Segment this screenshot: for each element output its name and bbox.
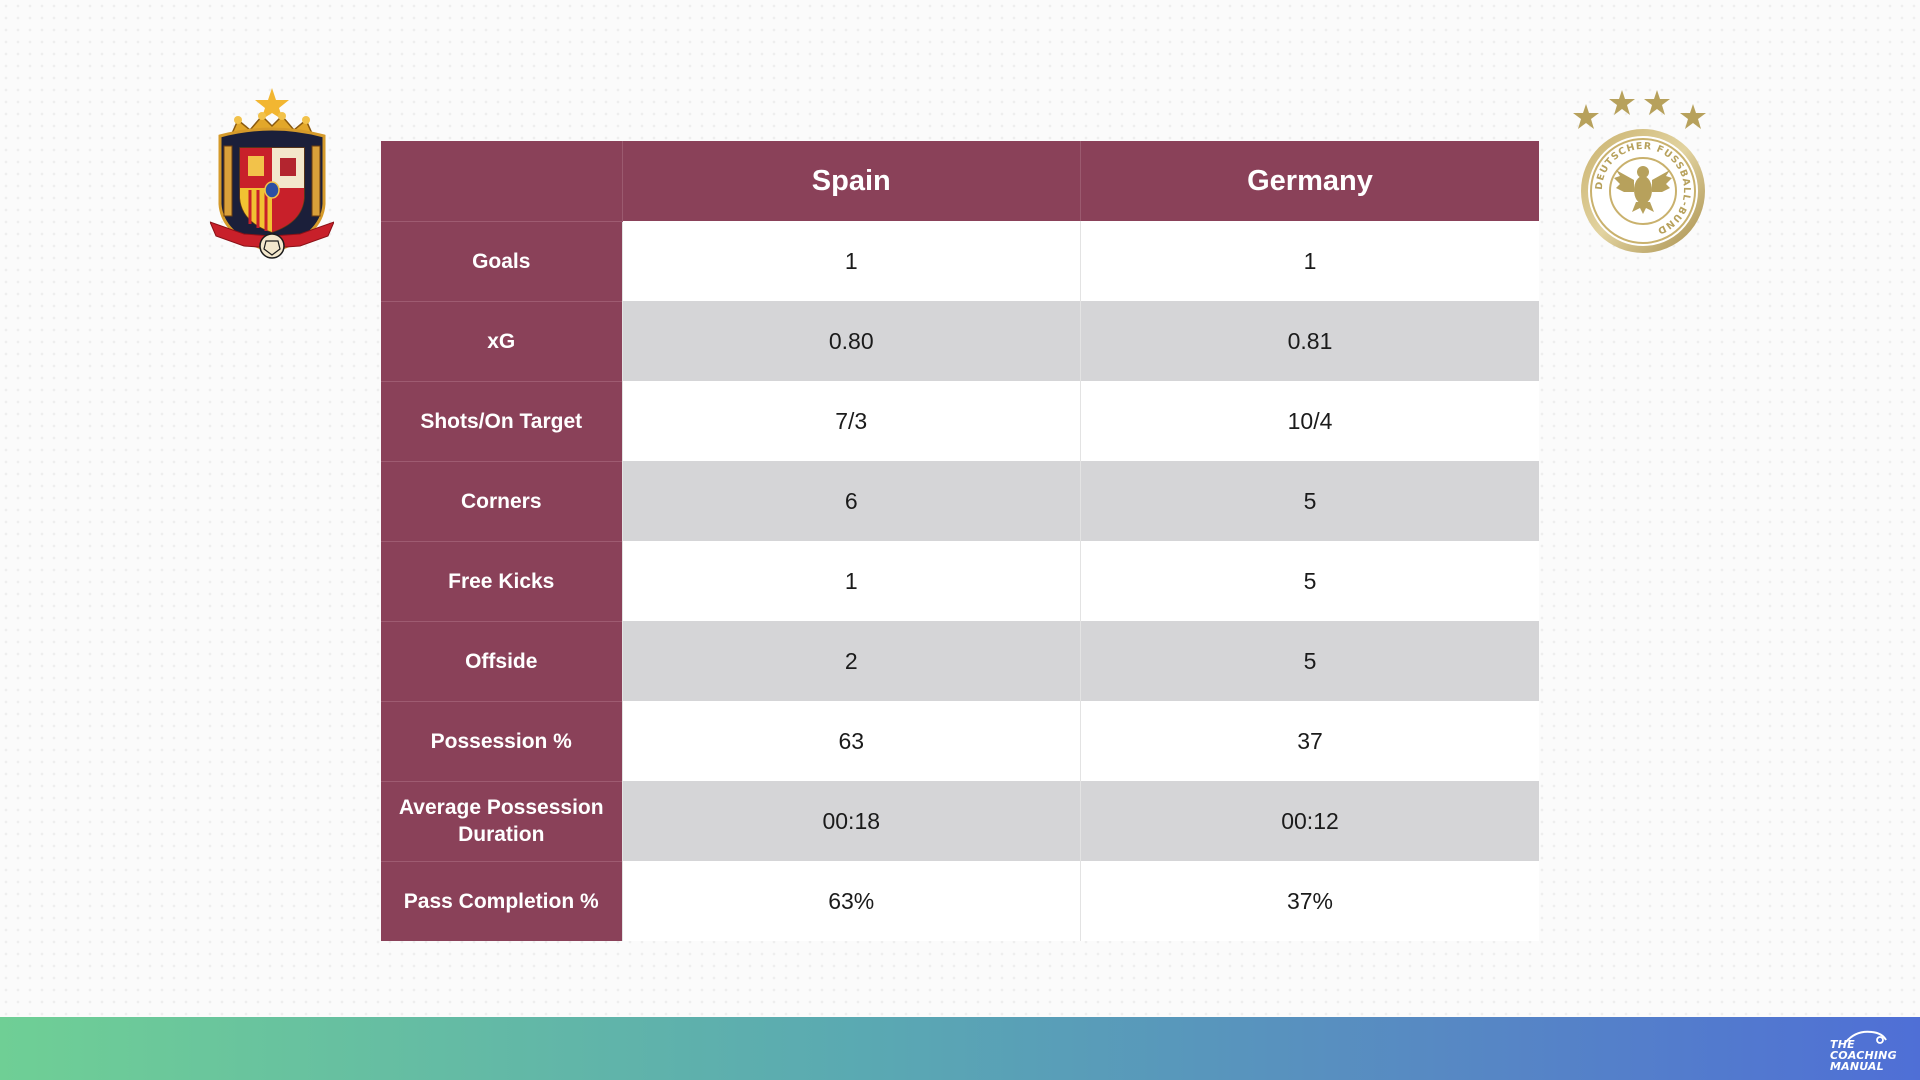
stat-value-germany: 00:12	[1080, 781, 1539, 861]
table-header-row: Spain Germany	[381, 141, 1539, 221]
table-row: Free Kicks 1 5	[381, 540, 1539, 621]
stat-label: Offside	[381, 620, 622, 701]
stat-value-spain: 7/3	[621, 381, 1081, 461]
stat-value-spain: 63	[621, 701, 1081, 781]
brand-text: THE COACHING MANUAL	[1830, 1038, 1897, 1073]
stat-value-spain: 1	[621, 541, 1081, 621]
table-row: xG 0.80 0.81	[381, 300, 1539, 381]
stat-value-spain: 00:18	[621, 781, 1081, 861]
table-row: Corners 6 5	[381, 460, 1539, 541]
stat-value-spain: 2	[621, 621, 1081, 701]
stat-label: Free Kicks	[381, 540, 622, 621]
stat-label: Pass Completion %	[381, 860, 622, 941]
stat-value-spain: 6	[621, 461, 1081, 541]
stat-value-spain: 0.80	[621, 301, 1081, 381]
stat-value-germany: 5	[1080, 541, 1539, 621]
coaching-manual-logo: THE COACHING MANUAL	[1830, 1030, 1910, 1074]
stat-label: Goals	[381, 220, 622, 301]
header-team-spain: Spain	[621, 141, 1081, 221]
stat-value-germany: 1	[1080, 221, 1539, 301]
table-row: Shots/On Target 7/3 10/4	[381, 380, 1539, 461]
stat-label: Corners	[381, 460, 622, 541]
match-stats-table: Spain Germany Goals 1 1 xG 0.80 0.81 Sho…	[381, 141, 1539, 941]
table-row: Goals 1 1	[381, 220, 1539, 301]
stat-value-germany: 10/4	[1080, 381, 1539, 461]
table-row: Pass Completion % 63% 37%	[381, 860, 1539, 941]
german-football-association-crest-icon: DEUTSCHER FUSSBALL-BUND	[1572, 84, 1714, 260]
table-row: Average Possession Duration 00:18 00:12	[381, 780, 1539, 861]
stat-value-germany: 5	[1080, 461, 1539, 541]
stat-value-germany: 0.81	[1080, 301, 1539, 381]
stat-label: Average Possession Duration	[381, 780, 622, 861]
stat-value-germany: 5	[1080, 621, 1539, 701]
footer-gradient-bar: THE COACHING MANUAL	[0, 1017, 1920, 1080]
stat-value-germany: 37	[1080, 701, 1539, 781]
table-row: Offside 2 5	[381, 620, 1539, 701]
stat-label: Shots/On Target	[381, 380, 622, 461]
header-team-germany: Germany	[1080, 141, 1539, 221]
stat-label: Possession %	[381, 700, 622, 781]
spain-federation-crest-icon	[209, 86, 335, 260]
table-row: Possession % 63 37	[381, 700, 1539, 781]
whistle-icon	[1845, 1030, 1887, 1044]
stat-value-germany: 37%	[1080, 861, 1539, 941]
stat-value-spain: 63%	[621, 861, 1081, 941]
header-corner-cell	[381, 141, 622, 221]
stat-label: xG	[381, 300, 622, 381]
stat-value-spain: 1	[621, 221, 1081, 301]
